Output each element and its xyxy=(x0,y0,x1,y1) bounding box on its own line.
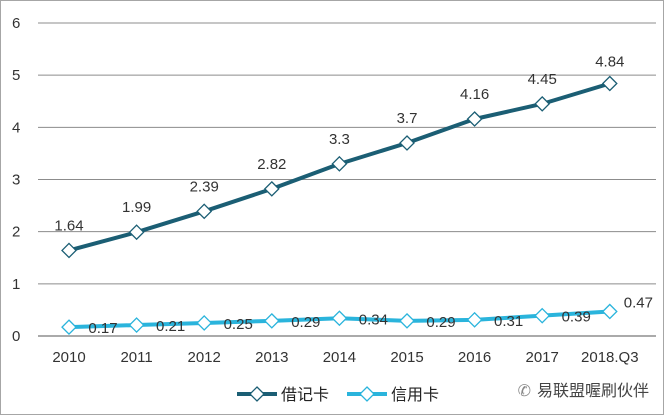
data-label: 0.31 xyxy=(494,313,523,330)
data-label: 0.25 xyxy=(224,316,253,333)
data-label: 0.34 xyxy=(359,311,388,328)
data-point xyxy=(263,312,280,329)
data-label: 1.99 xyxy=(122,199,151,216)
data-point xyxy=(534,307,551,324)
wechat-icon: ✆ xyxy=(517,383,531,400)
data-point xyxy=(128,224,145,241)
y-tick-label: 3 xyxy=(12,172,20,189)
watermark: ✆ 易联盟喔刷伙伴 xyxy=(518,377,649,401)
x-tick-label: 2015 xyxy=(390,349,423,366)
data-point xyxy=(399,312,415,329)
data-label: 0.39 xyxy=(562,309,591,326)
x-tick-label: 2016 xyxy=(458,349,491,366)
y-tick-label: 0 xyxy=(12,328,20,345)
x-tick-label: 2011 xyxy=(120,349,152,366)
data-point xyxy=(601,303,618,320)
data-point xyxy=(466,311,483,328)
data-point xyxy=(331,155,348,172)
data-label: 4.16 xyxy=(460,86,489,103)
data-point xyxy=(61,242,77,259)
data-point xyxy=(196,203,213,220)
data-label: 3.7 xyxy=(397,110,418,127)
x-tick-label: 2017 xyxy=(526,349,559,366)
data-label: 1.64 xyxy=(54,217,83,234)
y-tick-label: 1 xyxy=(12,276,20,293)
data-point xyxy=(263,180,280,197)
data-label: 0.21 xyxy=(156,318,185,335)
x-tick-label: 2014 xyxy=(323,349,356,366)
x-tick-label: 2013 xyxy=(255,349,288,366)
data-label: 2.82 xyxy=(257,156,286,173)
x-tick-label: 2012 xyxy=(188,349,221,366)
data-label: 0.17 xyxy=(88,320,117,337)
data-point xyxy=(466,111,483,127)
y-tick-label: 6 xyxy=(12,15,20,32)
data-label: 4.84 xyxy=(595,54,624,71)
data-point xyxy=(128,317,145,333)
data-point xyxy=(601,75,618,92)
legend-marker xyxy=(359,386,375,402)
y-tick-label: 4 xyxy=(12,119,20,136)
watermark-text: 易联盟喔刷伙伴 xyxy=(536,383,649,400)
data-label: 0.29 xyxy=(426,314,455,331)
data-label: 0.47 xyxy=(624,294,653,311)
x-tick-label: 2010 xyxy=(52,349,85,366)
data-point xyxy=(331,310,348,327)
x-tick-label: 2018.Q3 xyxy=(581,349,639,366)
legend-label: 信用卡 xyxy=(391,386,439,404)
data-label: 4.45 xyxy=(528,71,557,88)
legend-label: 借记卡 xyxy=(281,386,329,404)
data-point xyxy=(399,135,415,151)
y-tick-label: 5 xyxy=(12,67,20,84)
data-point xyxy=(534,95,551,112)
data-label: 2.39 xyxy=(190,178,219,195)
data-label: 3.3 xyxy=(329,131,350,148)
data-point xyxy=(196,315,213,331)
data-label: 0.29 xyxy=(291,314,320,331)
y-tick-label: 2 xyxy=(12,224,20,241)
legend-marker xyxy=(249,386,265,402)
data-point xyxy=(61,319,77,336)
